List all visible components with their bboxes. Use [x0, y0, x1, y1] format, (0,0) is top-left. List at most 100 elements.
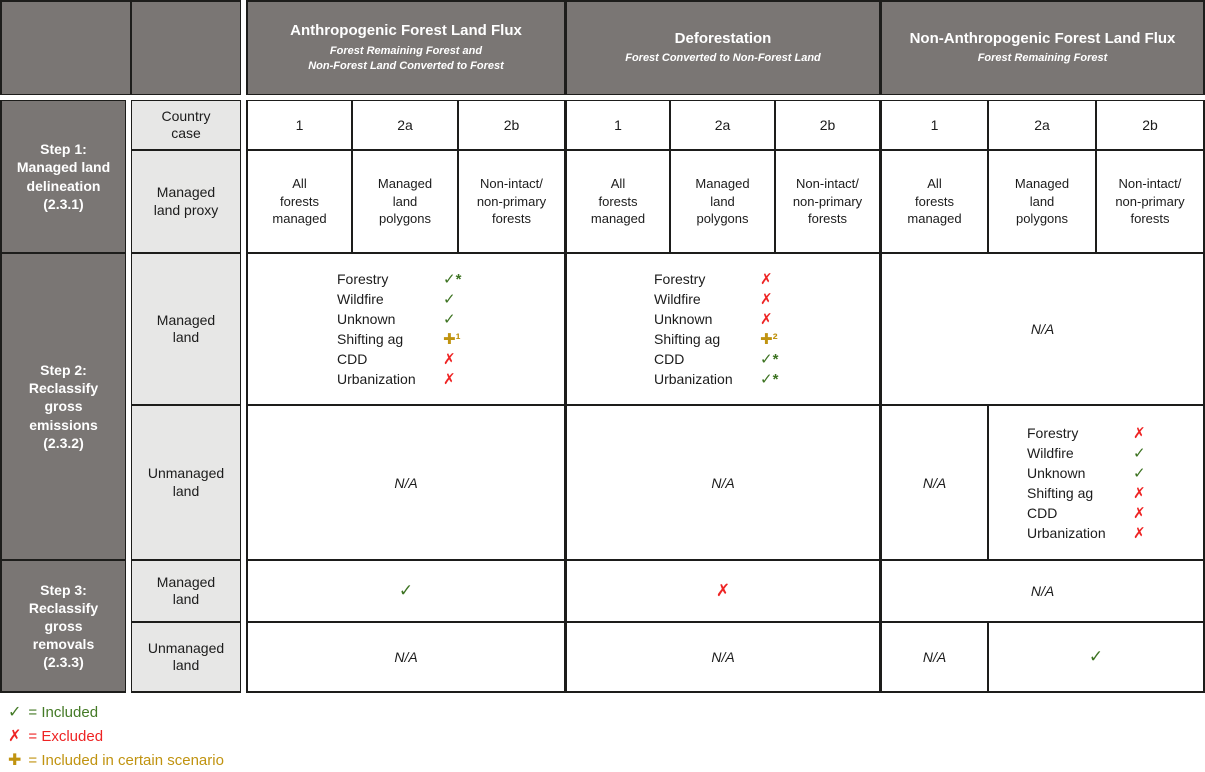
case-cell-anthro-1: 1: [246, 100, 352, 150]
header-corner-rowlabels: [131, 0, 241, 95]
activity-row-cdd: CDD ✓*: [654, 350, 792, 368]
group-subtitle: Forest Remaining Forest and Non-Forest L…: [308, 45, 504, 72]
cell-step3-unmanaged-deforestation: N/A: [565, 622, 880, 693]
check-icon: ✓*: [760, 371, 779, 388]
x-icon: ✗: [760, 291, 773, 308]
activity-row-urbanization: Urbanization ✓*: [654, 370, 792, 388]
cell-step2-managed-non-anthropogenic: N/A: [880, 253, 1205, 405]
cell-step2-managed-anthropogenic: Forestry ✓* Wildfire ✓ Unknown ✓ Shifting a…: [246, 253, 565, 405]
activity-row-forestry: Forestry ✗: [654, 270, 792, 288]
case-cell-nonanthro-2a: 2a: [988, 100, 1096, 150]
activity-row-unknown: Unknown ✗: [654, 310, 792, 328]
legend-label-scenario: = Included in certain scenario: [28, 751, 224, 769]
step3-label: Step 3: Reclassify gross removals (2.3.3…: [0, 560, 126, 693]
group-subtitle: Forest Remaining Forest: [977, 52, 1108, 65]
x-icon: ✗: [1133, 484, 1146, 502]
activity-row-wildfire: Wildfire ✗: [654, 290, 792, 308]
x-icon: ✗: [8, 728, 22, 745]
legend-item-excluded: ✗ = Excluded: [8, 726, 1205, 746]
cell-step2-unmanaged-deforestation: N/A: [565, 405, 880, 560]
x-icon: ✗: [1133, 424, 1146, 442]
activity-row-shifting-ag: Shifting ag ✚²: [654, 330, 792, 348]
case-cell-defor-2a: 2a: [670, 100, 775, 150]
check-icon: ✓*: [443, 271, 462, 288]
header-group-anthropogenic: Anthropogenic Forest Land Flux Forest Re…: [246, 0, 565, 95]
step1-label: Step 1: Managed land delineation (2.3.1): [0, 100, 126, 253]
activity-list: Forestry ✗ Wildfire ✗ Unknown ✗ Shifting ag…: [654, 270, 792, 388]
cell-step3-unmanaged-non-anthropogenic-case1: N/A: [880, 622, 988, 693]
activity-list: Forestry ✓* Wildfire ✓ Unknown ✓ Shifting a…: [337, 270, 475, 388]
x-icon: ✗: [760, 311, 773, 328]
cell-step3-managed-anthropogenic: ✓: [246, 560, 565, 622]
proxy-cell-nonanthro-2a: Managed land polygons: [988, 150, 1096, 253]
row-label-unmanaged-land-step2: Unmanaged land: [131, 405, 241, 560]
check-icon: ✓: [1133, 464, 1146, 482]
activity-row-cdd: CDD ✗: [337, 350, 475, 368]
legend: ✓ = Included ✗ = Excluded ✚ = Included i…: [8, 702, 1205, 770]
activity-row-shifting-ag: Shifting ag ✚¹: [337, 330, 475, 348]
proxy-cell-anthro-1: All forests managed: [246, 150, 352, 253]
check-icon: ✓: [443, 291, 456, 308]
case-cell-nonanthro-2b: 2b: [1096, 100, 1205, 150]
check-icon: ✓: [443, 311, 456, 328]
x-icon: ✗: [1133, 524, 1146, 542]
activity-row-urbanization: Urbanization ✗: [1027, 524, 1165, 542]
plus-icon: ✚: [8, 752, 22, 769]
header-group-non-anthropogenic: Non-Anthropogenic Forest Land Flux Fores…: [880, 0, 1205, 95]
cell-step3-unmanaged-non-anthropogenic-case2ab: ✓: [988, 622, 1205, 693]
activity-row-wildfire: Wildfire ✓: [337, 290, 475, 308]
plus-icon: ✚¹: [443, 331, 461, 348]
x-icon: ✗: [443, 351, 456, 368]
activity-row-forestry: Forestry ✗: [1027, 424, 1165, 442]
case-cell-anthro-2a: 2a: [352, 100, 458, 150]
cell-step3-unmanaged-anthropogenic: N/A: [246, 622, 565, 693]
x-icon: ✗: [1133, 504, 1146, 522]
cell-step2-unmanaged-non-anthropogenic-case1: N/A: [880, 405, 988, 560]
group-title: Anthropogenic Forest Land Flux: [290, 22, 522, 40]
proxy-cell-defor-2a: Managed land polygons: [670, 150, 775, 253]
cell-step2-unmanaged-non-anthropogenic-case2ab: Forestry ✗ Wildfire ✓ Unknown ✓ Shifting ag…: [988, 405, 1205, 560]
activity-row-unknown: Unknown ✓: [1027, 464, 1165, 482]
group-title: Non-Anthropogenic Forest Land Flux: [909, 29, 1176, 47]
proxy-cell-defor-1: All forests managed: [565, 150, 670, 253]
header-corner-steps: [0, 0, 131, 95]
activity-list: Forestry ✗ Wildfire ✓ Unknown ✓ Shifting ag…: [1027, 424, 1165, 542]
x-icon: ✗: [715, 581, 731, 600]
case-cell-defor-2b: 2b: [775, 100, 880, 150]
step2-label: Step 2: Reclassify gross emissions (2.3.…: [0, 253, 126, 560]
cell-step3-managed-non-anthropogenic: N/A: [880, 560, 1205, 622]
cell-step2-managed-deforestation: Forestry ✗ Wildfire ✗ Unknown ✗ Shifting ag…: [565, 253, 880, 405]
legend-label-excluded: = Excluded: [28, 727, 104, 745]
row-label-unmanaged-land-step3: Unmanaged land: [131, 622, 241, 693]
proxy-cell-anthro-2a: Managed land polygons: [352, 150, 458, 253]
legend-label-included: = Included: [28, 703, 99, 721]
cell-step2-unmanaged-anthropogenic: N/A: [246, 405, 565, 560]
activity-row-cdd: CDD ✗: [1027, 504, 1165, 522]
classification-table: Anthropogenic Forest Land Flux Forest Re…: [0, 0, 1205, 693]
group-subtitle: Forest Converted to Non-Forest Land: [625, 52, 821, 65]
proxy-cell-defor-2b: Non-intact/ non-primary forests: [775, 150, 880, 253]
case-cell-nonanthro-1: 1: [880, 100, 988, 150]
row-label-country-case: Country case: [131, 100, 241, 150]
cell-step3-managed-deforestation: ✗: [565, 560, 880, 622]
proxy-cell-nonanthro-1: All forests managed: [880, 150, 988, 253]
header-group-deforestation: Deforestation Forest Converted to Non-Fo…: [565, 0, 880, 95]
case-cell-defor-1: 1: [565, 100, 670, 150]
row-label-managed-land-step3: Managed land: [131, 560, 241, 622]
activity-row-forestry: Forestry ✓*: [337, 270, 475, 288]
check-icon: ✓: [8, 704, 22, 721]
legend-item-scenario: ✚ = Included in certain scenario: [8, 750, 1205, 770]
proxy-cell-anthro-2b: Non-intact/ non-primary forests: [458, 150, 565, 253]
case-cell-anthro-2b: 2b: [458, 100, 565, 150]
row-label-managed-land-proxy: Managed land proxy: [131, 150, 241, 253]
x-icon: ✗: [443, 371, 456, 388]
activity-row-urbanization: Urbanization ✗: [337, 370, 475, 388]
activity-row-shifting-ag: Shifting ag ✗: [1027, 484, 1165, 502]
check-icon: ✓: [1088, 647, 1104, 666]
activity-row-wildfire: Wildfire ✓: [1027, 444, 1165, 462]
activity-row-unknown: Unknown ✓: [337, 310, 475, 328]
proxy-cell-nonanthro-2b: Non-intact/ non-primary forests: [1096, 150, 1205, 253]
group-title: Deforestation: [674, 29, 772, 47]
row-label-managed-land-step2: Managed land: [131, 253, 241, 405]
check-icon: ✓*: [760, 351, 779, 368]
